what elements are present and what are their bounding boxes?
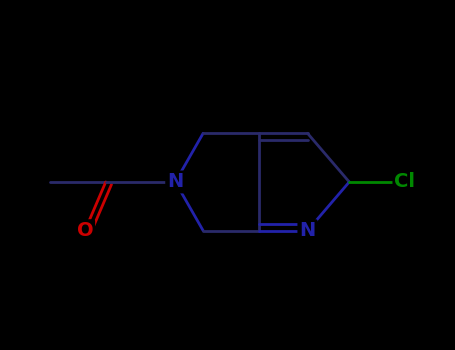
Text: N: N [299, 221, 316, 240]
Text: Cl: Cl [394, 173, 415, 191]
Text: N: N [167, 173, 183, 191]
Text: O: O [76, 221, 93, 240]
